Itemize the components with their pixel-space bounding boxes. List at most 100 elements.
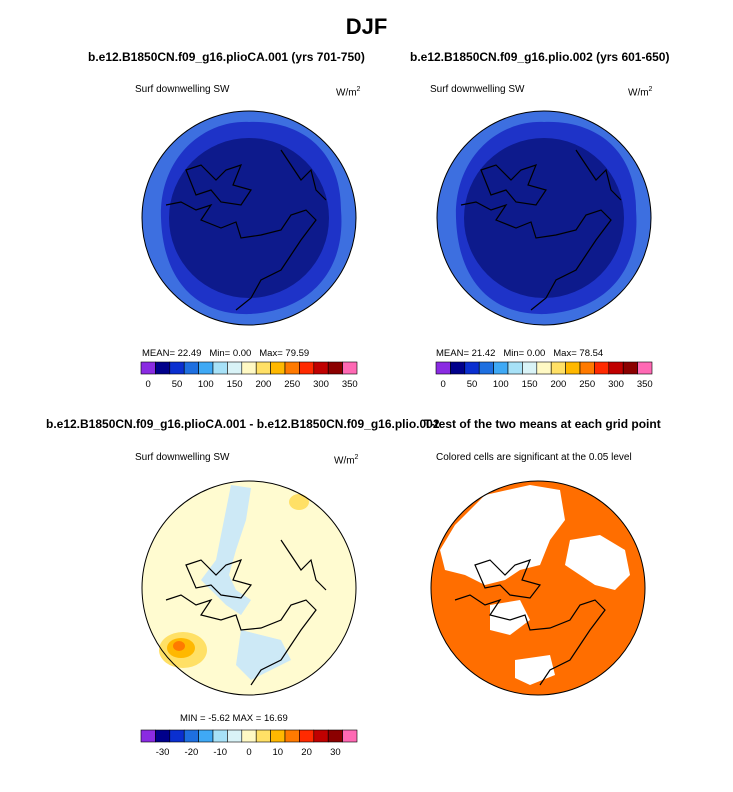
panel-2-variable: Surf downwelling SW bbox=[430, 84, 525, 95]
panel-2-title: b.e12.B1850CN.f09_g16.plio.002 (yrs 601-… bbox=[410, 50, 670, 64]
colorbar-tick-label: 250 bbox=[284, 379, 300, 390]
colorbar-swatch bbox=[284, 361, 300, 375]
colorbar-swatch bbox=[622, 361, 638, 375]
colorbar-swatch bbox=[579, 361, 595, 375]
colorbar-swatch bbox=[270, 361, 286, 375]
map-border bbox=[430, 480, 646, 696]
figure-title: DJF bbox=[345, 14, 388, 39]
colorbar-swatch bbox=[155, 361, 171, 375]
colorbar-swatch bbox=[140, 729, 156, 743]
map-border bbox=[141, 110, 357, 326]
colorbar-tick-label: 150 bbox=[227, 379, 243, 390]
colorbar-swatch bbox=[212, 361, 228, 375]
colorbar-swatch bbox=[327, 361, 343, 375]
colorbar-panel-1: 0 50 100 150 200 250 300 350 bbox=[140, 361, 358, 390]
colorbar-swatch bbox=[299, 729, 315, 743]
colorbar-swatch bbox=[608, 361, 624, 375]
non-significant-region-2 bbox=[565, 535, 630, 590]
colorbar-swatch bbox=[299, 361, 315, 375]
colorbar-swatch bbox=[227, 729, 243, 743]
warm-anomaly-peak bbox=[173, 641, 185, 651]
coastlines bbox=[165, 149, 327, 311]
colorbar-swatch bbox=[241, 361, 257, 375]
colorbar-swatch bbox=[313, 729, 329, 743]
colorbar-tick-label: 0 bbox=[441, 379, 446, 390]
colorbar-tick-label: 0 bbox=[146, 379, 151, 390]
colorbar-swatch bbox=[169, 361, 185, 375]
colorbar-swatch bbox=[241, 729, 257, 743]
colorbar-swatch bbox=[227, 361, 243, 375]
colorbar-swatch bbox=[478, 361, 494, 375]
panel-3-stats: MIN = -5.62 MAX = 16.69 bbox=[180, 713, 288, 724]
colorbar-swatch bbox=[284, 729, 300, 743]
colorbar-swatch bbox=[255, 729, 271, 743]
panel-1-stats: MEAN= 22.49 Min= 0.00 Max= 79.59 bbox=[142, 348, 310, 359]
colorbar-tick-label: 0 bbox=[246, 747, 251, 758]
inner-field bbox=[169, 138, 329, 298]
colorbar-swatch bbox=[140, 361, 156, 375]
map-panel-3 bbox=[141, 480, 357, 696]
colorbar-tick-label: 100 bbox=[198, 379, 214, 390]
panel-1-title: b.e12.B1850CN.f09_g16.plioCA.001 (yrs 70… bbox=[88, 50, 365, 64]
colorbar-tick-label: 50 bbox=[467, 379, 478, 390]
coastlines bbox=[454, 559, 606, 686]
colorbar-swatch bbox=[255, 361, 271, 375]
colorbar-panel-2: 0 50 100 150 200 250 300 350 bbox=[435, 361, 653, 390]
colorbar-tick-label: 150 bbox=[522, 379, 538, 390]
colorbar-swatch bbox=[198, 729, 214, 743]
panel-1-variable: Surf downwelling SW bbox=[135, 84, 230, 95]
panel-4-subtitle: Colored cells are significant at the 0.0… bbox=[436, 452, 632, 463]
panel-3-title: b.e12.B1850CN.f09_g16.plioCA.001 - b.e12… bbox=[46, 417, 440, 431]
warm-anomaly-north bbox=[289, 494, 309, 510]
non-significant-region-1 bbox=[440, 485, 565, 585]
colorbar-panel-3: -30 -20 -10 0 10 20 30 bbox=[140, 729, 358, 758]
non-significant-region-3 bbox=[490, 600, 530, 635]
colorbar-swatch bbox=[313, 361, 329, 375]
coastlines bbox=[165, 539, 327, 686]
colorbar-tick-label: 200 bbox=[550, 379, 566, 390]
colorbar-swatch bbox=[565, 361, 581, 375]
map-panel-2 bbox=[436, 110, 652, 326]
cyan-field bbox=[201, 485, 251, 615]
colorbar-swatch bbox=[198, 361, 214, 375]
colorbar-swatch bbox=[212, 729, 228, 743]
colorbar-swatch bbox=[507, 361, 523, 375]
map-border bbox=[436, 110, 652, 326]
colorbar-swatch bbox=[550, 361, 566, 375]
colorbar-swatch bbox=[536, 361, 552, 375]
colorbar-swatch bbox=[169, 729, 185, 743]
inner-field bbox=[464, 138, 624, 298]
colorbar-tick-label: 250 bbox=[579, 379, 595, 390]
panel-2-units: W/m2 bbox=[628, 86, 653, 99]
colorbar-swatch bbox=[183, 729, 199, 743]
colorbar-tick-label: -20 bbox=[185, 747, 199, 758]
panel-2-stats: MEAN= 21.42 Min= 0.00 Max= 78.54 bbox=[436, 348, 604, 359]
colorbar-tick-label: -10 bbox=[213, 747, 227, 758]
colorbar-swatch bbox=[637, 361, 653, 375]
colorbar-swatch bbox=[270, 729, 286, 743]
colorbar-tick-label: 100 bbox=[493, 379, 509, 390]
panel-3-variable: Surf downwelling SW bbox=[135, 452, 230, 463]
map-border bbox=[141, 480, 357, 696]
colorbar-swatch bbox=[594, 361, 610, 375]
colorbar-tick-label: 10 bbox=[273, 747, 284, 758]
colorbar-tick-label: 30 bbox=[330, 747, 341, 758]
colorbar-swatch bbox=[155, 729, 171, 743]
colorbar-swatch bbox=[327, 729, 343, 743]
panel-4-title: T-test of the two means at each grid poi… bbox=[424, 417, 661, 431]
colorbar-swatch bbox=[342, 729, 358, 743]
colorbar-swatch bbox=[435, 361, 451, 375]
colorbar-tick-label: 300 bbox=[608, 379, 624, 390]
colorbar-tick-label: 50 bbox=[172, 379, 183, 390]
colorbar-swatch bbox=[450, 361, 466, 375]
colorbar-swatch bbox=[464, 361, 480, 375]
colorbar-swatch bbox=[183, 361, 199, 375]
cyan-field-2 bbox=[236, 630, 291, 680]
map-panel-4 bbox=[430, 480, 646, 696]
colorbar-swatch bbox=[342, 361, 358, 375]
coastlines bbox=[460, 149, 622, 311]
colorbar-tick-label: -30 bbox=[156, 747, 170, 758]
panel-3-units: W/m2 bbox=[334, 454, 359, 467]
colorbar-tick-label: 20 bbox=[301, 747, 312, 758]
colorbar-tick-label: 350 bbox=[342, 379, 358, 390]
